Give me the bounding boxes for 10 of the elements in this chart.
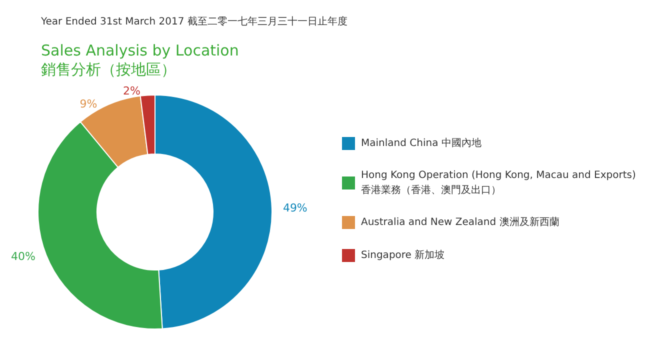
data-label: 2% [122,84,140,98]
data-label: 49% [282,202,308,215]
legend-label: Hong Kong Operation (Hong Kong, Macau and Exports) 香港業務（香港、澳門及出口） [361,170,636,196]
chart-subtitle: Year Ended 31st March 2017 截至二零一七年三月三十一日止年度 [40,16,348,28]
legend-label: Mainland China 中國內地 [361,137,482,149]
data-label: 9% [80,98,98,111]
legend-label: Australia and New Zealand 澳洲及新西蘭 [361,216,560,228]
chart-title: Sales Analysis by Location 銷售分析（按地區） [41,42,239,78]
legend-label: Singapore 新加坡 [361,249,445,261]
data-label: 40% [11,250,36,264]
